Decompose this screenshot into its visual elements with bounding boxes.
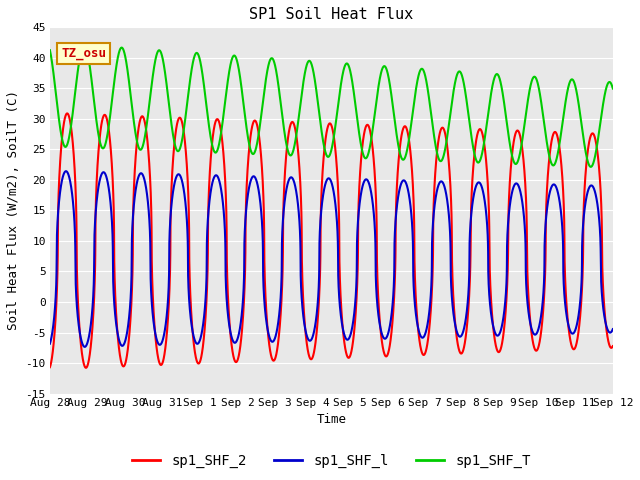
sp1_SHF_2 (63, 110, 71, 116)
sp1_SHF_T (587, 164, 595, 170)
sp1_SHF_l (490, 323, 497, 329)
Text: TZ_osu: TZ_osu (61, 47, 106, 60)
sp1_SHF_T (46, 48, 54, 53)
sp1_SHF_T (489, 80, 497, 86)
sp1_SHF_l (607, 329, 615, 335)
sp1_SHF_l (257, 204, 264, 210)
sp1_SHF_2 (410, 190, 417, 195)
sp1_SHF_2 (166, 224, 174, 229)
sp1_SHF_l (81, 344, 88, 350)
X-axis label: Time: Time (316, 413, 346, 426)
sp1_SHF_2 (82, 365, 90, 371)
sp1_SHF_2 (46, 364, 54, 370)
sp1_SHF_2 (607, 345, 615, 351)
Line: sp1_SHF_T: sp1_SHF_T (50, 45, 613, 167)
sp1_SHF_2 (609, 343, 617, 349)
Y-axis label: Soil Heat Flux (W/m2), SoilT (C): Soil Heat Flux (W/m2), SoilT (C) (7, 90, 20, 330)
sp1_SHF_T (607, 80, 615, 86)
sp1_SHF_2 (490, 324, 497, 330)
sp1_SHF_T (609, 85, 617, 91)
Line: sp1_SHF_l: sp1_SHF_l (50, 171, 613, 347)
Legend: sp1_SHF_2, sp1_SHF_l, sp1_SHF_T: sp1_SHF_2, sp1_SHF_l, sp1_SHF_T (127, 448, 536, 473)
sp1_SHF_2 (257, 149, 264, 155)
sp1_SHF_T (257, 117, 264, 122)
sp1_SHF_l (410, 269, 417, 275)
Title: SP1 Soil Heat Flux: SP1 Soil Heat Flux (249, 7, 413, 22)
sp1_SHF_T (410, 107, 417, 112)
sp1_SHF_T (166, 113, 174, 119)
Line: sp1_SHF_2: sp1_SHF_2 (50, 113, 613, 368)
sp1_SHF_l (166, 214, 174, 220)
sp1_SHF_T (80, 42, 88, 48)
sp1_SHF_T (161, 66, 168, 72)
sp1_SHF_l (46, 341, 54, 347)
sp1_SHF_l (609, 326, 617, 332)
sp1_SHF_2 (161, 351, 168, 357)
sp1_SHF_l (161, 329, 168, 335)
sp1_SHF_l (62, 168, 70, 174)
